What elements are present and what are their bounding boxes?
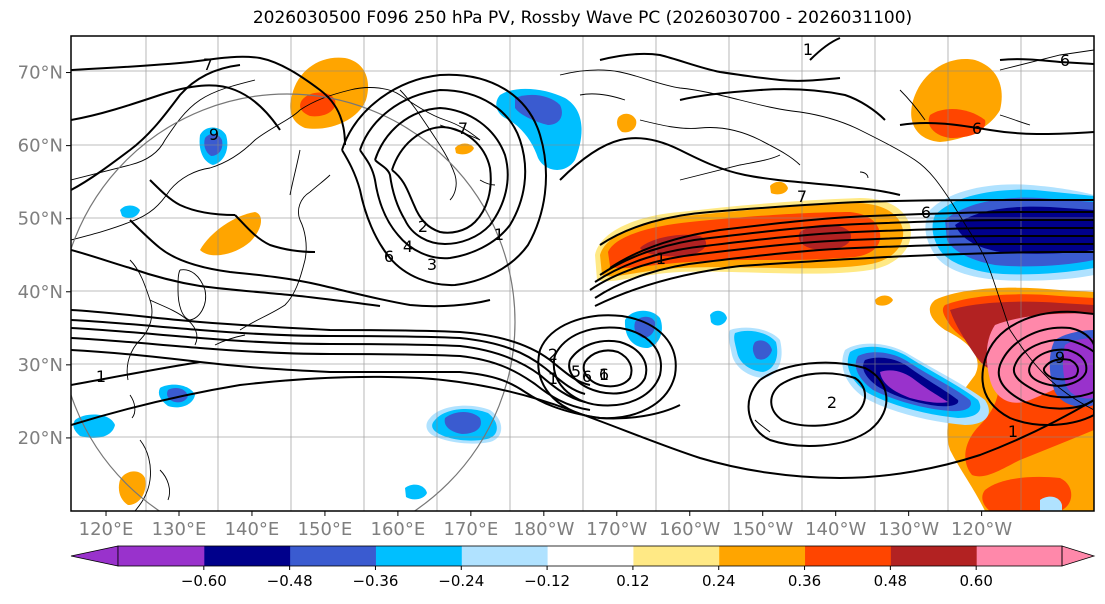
contour-label: 6 <box>384 247 394 266</box>
lat-tick-label: 40°N <box>18 282 63 303</box>
contour-label: 1 <box>656 249 666 268</box>
colorbar-segment <box>289 546 376 566</box>
colorbar-segment <box>118 546 205 566</box>
colorbar-tick-label: 0.48 <box>874 572 907 590</box>
lon-tick-label: 140°E <box>225 519 280 540</box>
colorbar-segment <box>461 546 548 566</box>
contour-label: 6 <box>599 365 609 384</box>
coastlines <box>71 49 1094 511</box>
contour-label: 6 <box>921 203 931 222</box>
lon-tick-label: 150°E <box>298 519 353 540</box>
contour-label: 7 <box>203 55 213 74</box>
colorbar-segment <box>203 546 291 566</box>
colorbar-tick-label: 0.36 <box>788 572 821 590</box>
contour-label: 2 <box>418 217 428 236</box>
lon-tick-label: 150°W <box>732 519 793 540</box>
contour-label: 2 <box>827 393 837 412</box>
colorbar-tick-label: 0.60 <box>959 572 992 590</box>
contour-label: 1 <box>599 365 609 384</box>
lon-tick-label: 140°W <box>805 519 866 540</box>
colorbar-segment <box>890 546 977 566</box>
contour-label: 3 <box>427 255 437 274</box>
colorbar-tick-label: −0.60 <box>181 572 227 590</box>
colorbar-segment <box>718 546 806 566</box>
contour-label: 6 <box>1060 51 1070 70</box>
lon-tick-label: 170°E <box>443 519 498 540</box>
colorbar-frame <box>117 545 1063 567</box>
map-title: 2026030500 F096 250 hPa PV, Rossby Wave … <box>252 8 913 28</box>
colorbar-segment <box>804 546 891 566</box>
lat-tick-label: 70°N <box>18 63 63 84</box>
contour-label: 1 <box>803 40 813 59</box>
lon-tick-label: 160°E <box>371 519 426 540</box>
contour-label: 4 <box>403 237 413 256</box>
contour-label: 1 <box>96 367 106 386</box>
contour-label: 2 <box>548 345 558 364</box>
colorbar-segment <box>375 546 462 566</box>
lon-axis: 120°E 130°E 140°E 150°E 160°E 170°E 180°W 170°W… <box>79 511 1012 540</box>
colorbar-extend-high <box>1061 545 1096 567</box>
colorbar-segment <box>547 546 634 566</box>
reference-circle <box>71 93 516 511</box>
lon-tick-label: 160°W <box>659 519 720 540</box>
lon-tick-label: 130°W <box>878 519 939 540</box>
contour-label: 5 <box>571 362 581 381</box>
colorbar-tick-label: −0.36 <box>352 572 398 590</box>
colorbar: −0.60 −0.48 −0.36 −0.24 −0.12 0.12 0.24 0.36 0.4… <box>70 545 1096 590</box>
contour-label: 9 <box>209 125 219 144</box>
lat-tick-label: 30°N <box>18 355 63 376</box>
colorbar-segment <box>632 546 720 566</box>
graticule <box>71 36 1094 511</box>
contour-label: 1 <box>548 369 558 388</box>
lon-tick-label: 120°W <box>951 519 1012 540</box>
colorbar-tick-label: −0.12 <box>524 572 570 590</box>
lon-tick-label: 180°W <box>513 519 574 540</box>
colorbar-tick-label: 0.12 <box>616 572 649 590</box>
contour-label: 7 <box>458 119 468 138</box>
contour-label: 1 <box>1008 422 1018 441</box>
lon-tick-label: 170°W <box>586 519 647 540</box>
contour-label: 6 <box>582 367 592 386</box>
lat-axis: 70°N 60°N 50°N 40°N 30°N 20°N <box>18 63 71 449</box>
lat-tick-label: 60°N <box>18 136 63 157</box>
pv-contours <box>71 37 1094 480</box>
contour-label: 6 <box>972 119 982 138</box>
colorbar-tick-label: −0.48 <box>267 572 313 590</box>
contour-label: 7 <box>797 187 807 206</box>
lon-tick-label: 130°E <box>152 519 207 540</box>
colorbar-segment <box>976 546 1063 566</box>
contour-label: 1 <box>494 225 504 244</box>
map-frame <box>70 35 1095 512</box>
colorbar-extend-low <box>70 545 119 567</box>
lat-tick-label: 20°N <box>18 428 63 449</box>
colorbar-tick-label: −0.24 <box>438 572 484 590</box>
lat-tick-label: 50°N <box>18 209 63 230</box>
lon-tick-label: 120°E <box>79 519 134 540</box>
colorbar-tick-label: 0.24 <box>702 572 735 590</box>
contour-label: 9 <box>1055 348 1065 367</box>
